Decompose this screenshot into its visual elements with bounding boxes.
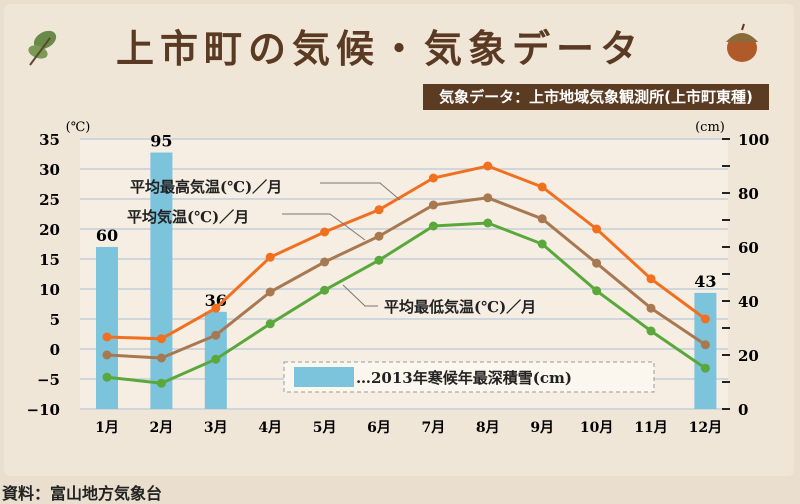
- data-point: [428, 200, 438, 210]
- data-point: [265, 319, 275, 329]
- x-tick-label: 8月: [476, 420, 500, 436]
- data-point: [428, 173, 438, 183]
- y-left-tick: 30: [39, 161, 60, 179]
- data-point: [483, 193, 493, 203]
- y-left-tick: −10: [27, 401, 60, 419]
- data-point: [646, 274, 656, 284]
- data-point: [592, 286, 602, 296]
- series-label-high: 平均最高気温(℃)／月: [130, 178, 282, 196]
- data-point: [211, 354, 221, 364]
- y-right-tick: 20: [738, 347, 759, 365]
- data-point: [156, 334, 166, 344]
- data-point: [211, 303, 221, 313]
- acorn-icon: [726, 23, 758, 62]
- y-left-tick: 5: [50, 311, 60, 329]
- x-tick-label: 11月: [634, 420, 667, 436]
- series-label-low: 平均最低気温(℃)／月: [384, 298, 536, 316]
- data-point: [646, 303, 656, 313]
- data-point: [102, 350, 112, 360]
- data-point: [537, 182, 547, 192]
- snow-bar-label: 95: [150, 132, 172, 151]
- snow-bar-label: 36: [205, 291, 227, 310]
- data-point: [265, 287, 275, 297]
- y-right-tick: 0: [738, 401, 748, 419]
- x-tick-label: 6月: [367, 420, 391, 436]
- x-tick-label: 4月: [258, 420, 282, 436]
- y-left-tick: 15: [39, 251, 60, 269]
- snow-bar: [694, 292, 717, 409]
- y-left-tick: 20: [39, 221, 60, 239]
- data-point: [646, 326, 656, 336]
- data-point: [537, 214, 547, 224]
- legend-label: …2013年寒候年最深積雪(cm): [356, 369, 572, 387]
- data-point: [102, 372, 112, 382]
- data-point: [537, 239, 547, 249]
- snow-bar: [96, 247, 118, 409]
- leaf-icon: [28, 30, 57, 66]
- data-point: [483, 161, 493, 171]
- snow-bar-label: 43: [694, 272, 716, 291]
- data-point: [700, 363, 710, 373]
- data-point: [483, 218, 493, 228]
- data-point: [211, 330, 221, 340]
- series-line: [106, 221, 707, 385]
- y-left-tick: 10: [39, 281, 60, 299]
- x-tick-label: 5月: [313, 420, 337, 436]
- y-right-tick: 60: [738, 239, 759, 257]
- data-point: [592, 258, 602, 268]
- data-point: [374, 205, 384, 215]
- data-point: [374, 255, 384, 265]
- data-point: [592, 224, 602, 234]
- data-point: [156, 353, 166, 363]
- x-tick-label: 12月: [689, 420, 722, 436]
- data-point: [265, 252, 275, 262]
- y-left-tick: 35: [39, 131, 60, 149]
- data-point: [156, 378, 166, 388]
- series-line: [106, 196, 707, 360]
- data-point: [320, 285, 330, 295]
- series-label-mean: 平均気温(℃)／月: [127, 208, 249, 226]
- x-tick-label: 10月: [580, 420, 613, 436]
- x-tick-label: 2月: [150, 420, 174, 436]
- climate-chart: 6095364335302520151050−5−101008060402001…: [27, 120, 770, 436]
- x-tick-label: 7月: [422, 420, 446, 436]
- data-point: [320, 227, 330, 237]
- page-title: 上市町の気候・気象データ: [115, 27, 644, 71]
- source-label: 気象データ：上市地域気象観測所(上市町東種): [423, 84, 769, 110]
- y-left-unit: (℃): [66, 120, 91, 135]
- y-left-tick: −5: [37, 371, 60, 389]
- data-point: [102, 332, 112, 342]
- y-right-tick: 80: [738, 185, 759, 203]
- y-right-unit: (cm): [695, 120, 725, 135]
- data-point: [320, 257, 330, 267]
- snow-bar: [150, 152, 173, 409]
- data-point: [428, 221, 438, 231]
- y-left-tick: 0: [50, 341, 60, 359]
- y-right-tick: 100: [738, 131, 769, 149]
- y-left-tick: 25: [39, 191, 60, 209]
- data-point: [374, 231, 384, 241]
- data-point: [700, 340, 710, 350]
- series-line: [106, 164, 707, 341]
- data-point: [700, 314, 710, 324]
- legend-swatch: [294, 367, 354, 387]
- y-right-tick: 40: [738, 293, 759, 311]
- source-credit: 資料：富山地方気象台: [2, 484, 163, 503]
- x-tick-label: 9月: [530, 420, 554, 436]
- x-tick-label: 1月: [95, 420, 119, 436]
- snow-bar-label: 60: [96, 226, 118, 245]
- x-tick-label: 3月: [204, 420, 228, 436]
